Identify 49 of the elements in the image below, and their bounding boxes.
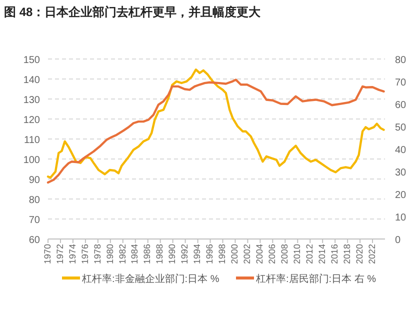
y-tick-label: 140: [23, 75, 40, 86]
x-tick-label: 2002: [242, 244, 252, 264]
x-tick-label: 1986: [142, 244, 152, 264]
x-tick-label: 2006: [267, 244, 278, 264]
x-tick-label: 1998: [217, 244, 228, 264]
y2-tick-label: 10: [395, 212, 407, 224]
x-tick-label: 1982: [117, 244, 128, 264]
x-tick-label: 2016: [329, 244, 340, 264]
x-tick-label: 1990: [167, 244, 178, 264]
x-tick-label: 1980: [104, 244, 115, 264]
y-tick-label: 150: [23, 55, 40, 66]
x-tick-label: 2012: [304, 244, 314, 264]
y-tick-label: 100: [23, 155, 40, 166]
x-tick-label: 1992: [180, 244, 190, 264]
y-tick-label: 80: [28, 195, 40, 206]
x-tick-label: 1996: [204, 244, 215, 264]
y2-tick-label: 60: [395, 100, 407, 111]
y2-tick-label: 70: [395, 78, 407, 88]
y2-tick-label: 20: [395, 190, 407, 201]
x-tick-label: 1994: [192, 244, 202, 264]
x-tick-label: 1972: [54, 244, 65, 264]
y-tick-label: 60: [28, 235, 40, 246]
y2-tick-label: 0: [395, 235, 401, 246]
x-tick-label: 2004: [254, 244, 265, 264]
x-tick-label: 1988: [154, 244, 165, 264]
x-tick-label: 1976: [80, 244, 90, 264]
x-tick-label: 2020: [354, 244, 364, 264]
x-tick-label: 1974: [67, 244, 78, 264]
y2-tick-label: 40: [395, 145, 407, 156]
y-tick-label: 110: [24, 135, 40, 146]
x-tick-label: 2022: [366, 244, 377, 264]
y2-tick-label: 50: [395, 122, 407, 134]
y2-tick-label: 30: [395, 168, 407, 178]
x-tick-label: 2000: [230, 244, 240, 264]
y-tick-label: 70: [28, 215, 40, 226]
x-tick-label: 1984: [130, 244, 140, 264]
y-tick-label: 130: [23, 95, 40, 106]
chart-title: 图 48：日本企业部门去杠杆更早，并且幅度更大: [4, 5, 262, 19]
legend-label: 杠杆率:非金融企业部门:日本 %: [81, 273, 220, 285]
x-tick-label: 2010: [292, 244, 302, 264]
legend-label: 杠杆率:居民部门:日本 右 %: [255, 273, 376, 285]
x-tick-label: 1970: [42, 244, 52, 264]
y2-tick-label: 80: [395, 55, 407, 66]
x-tick-label: 1978: [92, 244, 102, 264]
x-tick-label: 2018: [342, 244, 352, 264]
y-tick-label: 90: [28, 175, 40, 186]
y-tick-label: 120: [23, 115, 40, 126]
x-tick-label: 2014: [316, 244, 327, 264]
x-tick-label: 2008: [280, 244, 290, 264]
